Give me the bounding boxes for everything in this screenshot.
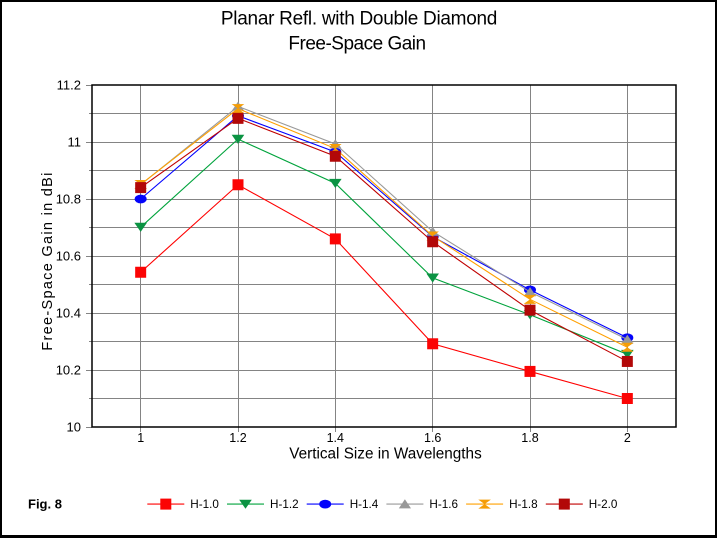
svg-text:H-1.6: H-1.6: [429, 498, 458, 511]
svg-text:1: 1: [137, 431, 144, 445]
svg-text:H-1.2: H-1.2: [270, 498, 299, 511]
svg-text:Fig. 8: Fig. 8: [28, 497, 62, 512]
svg-text:H-1.0: H-1.0: [190, 498, 219, 511]
svg-text:11: 11: [68, 135, 82, 150]
svg-text:Vertical Size in Wavelengths: Vertical Size in Wavelengths: [289, 446, 482, 463]
svg-text:Planar Refl. with Double Diamo: Planar Refl. with Double Diamond: [221, 9, 497, 30]
svg-text:1.6: 1.6: [424, 431, 441, 445]
svg-text:10.6: 10.6: [56, 249, 81, 264]
svg-text:Free-Space Gain in dBi: Free-Space Gain in dBi: [40, 171, 56, 350]
svg-text:11.2: 11.2: [57, 78, 81, 93]
svg-text:H-1.4: H-1.4: [350, 498, 379, 511]
svg-text:10.8: 10.8: [56, 192, 81, 207]
svg-text:1.2: 1.2: [229, 431, 246, 445]
svg-text:10.4: 10.4: [56, 306, 81, 321]
svg-text:H-2.0: H-2.0: [589, 498, 618, 511]
svg-text:2: 2: [624, 431, 631, 445]
svg-text:10.2: 10.2: [56, 363, 81, 378]
svg-text:1.4: 1.4: [327, 431, 344, 445]
svg-text:1.8: 1.8: [521, 431, 538, 445]
svg-text:10: 10: [67, 420, 81, 435]
svg-text:Free-Space Gain: Free-Space Gain: [288, 34, 425, 55]
svg-text:H-1.8: H-1.8: [509, 498, 538, 511]
